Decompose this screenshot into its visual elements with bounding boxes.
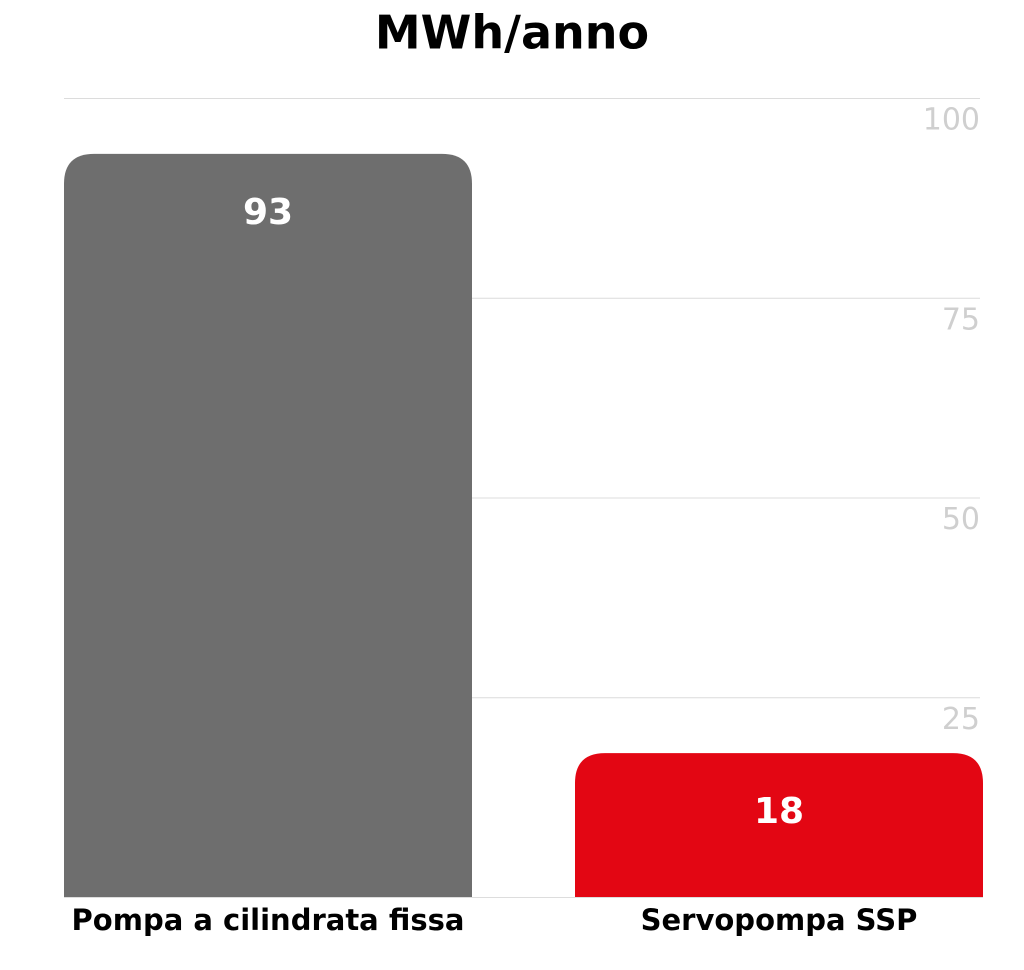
y-tick-label: 25 (942, 702, 980, 737)
x-tick-label: Servopompa SSP (641, 903, 918, 937)
y-tick-label: 100 (923, 103, 980, 138)
bar (575, 753, 983, 897)
bar (64, 153, 472, 897)
y-tick-label: 50 (942, 502, 980, 537)
y-tick-label: 75 (942, 302, 980, 337)
value-label: 93 (243, 192, 293, 233)
value-label: 18 (754, 791, 804, 832)
x-tick-label: Pompa a cilindrata fissa (72, 903, 465, 937)
chart-title: MWh/anno (375, 6, 649, 60)
